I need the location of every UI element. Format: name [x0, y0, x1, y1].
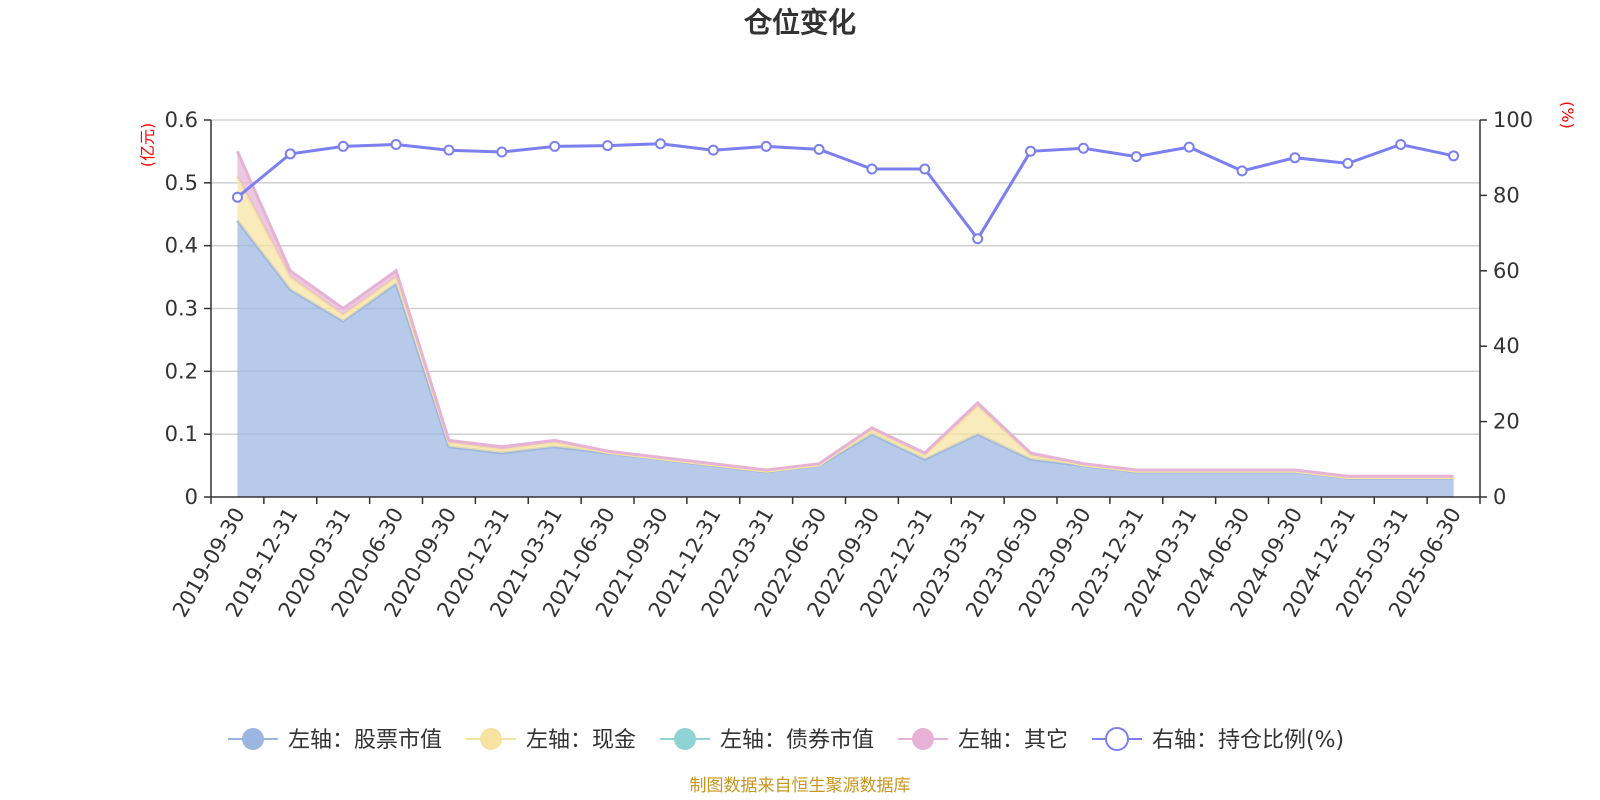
ratio-point [919, 163, 931, 175]
chart-title: 仓位变化 [744, 6, 856, 39]
ratio-point [496, 146, 508, 158]
ratio-point [654, 138, 666, 150]
legend-label: 右轴：持仓比例(%) [1152, 728, 1344, 753]
right-tick-label: 100 [1493, 108, 1533, 132]
ratio-point [602, 140, 614, 152]
ratio-point [1236, 165, 1248, 177]
left-tick-label: 0 [185, 485, 198, 509]
ratio-point [1448, 150, 1460, 162]
left-tick-label: 0.1 [165, 422, 198, 446]
ratio-point [390, 139, 402, 151]
legend-marker [242, 728, 264, 750]
legend-marker [912, 728, 934, 750]
legend-label: 左轴：债券市值 [720, 728, 874, 753]
left-tick-label: 0.5 [165, 171, 198, 195]
ratio-point [1130, 151, 1142, 163]
left-tick-label: 0.2 [165, 359, 198, 383]
ratio-point [707, 144, 719, 156]
ratio-line [231, 138, 1460, 245]
stacked-areas [236, 150, 1454, 497]
ratio-point [337, 140, 349, 152]
right-tick-label: 20 [1493, 410, 1520, 434]
ratio-point [231, 191, 243, 203]
right-tick-label: 40 [1493, 334, 1520, 358]
legend-item: 左轴：债券市值 [660, 728, 874, 753]
ratio-point [1289, 152, 1301, 164]
ratio-point [972, 233, 984, 245]
right-tick-label: 80 [1493, 183, 1520, 207]
left-tick-label: 0.4 [165, 234, 198, 258]
ratio-point [1395, 139, 1407, 151]
legend-label: 左轴：现金 [526, 728, 636, 753]
left-tick-label: 0.3 [165, 297, 198, 321]
ratio-line-path [236, 142, 1454, 242]
ratio-point [443, 144, 455, 156]
legend-item: 左轴：其它 [898, 728, 1068, 753]
ratio-point [1342, 157, 1354, 169]
ratio-point [1077, 142, 1089, 154]
right-tick-label: 0 [1493, 485, 1506, 509]
legend-item: 左轴：股票市值 [228, 728, 442, 753]
left-axis-unit: (亿元) [138, 123, 157, 168]
legend: 左轴：股票市值 左轴：现金 左轴：债券市值 左轴：其它 右轴：持仓比例(%) [228, 727, 1344, 753]
ratio-point [760, 140, 772, 152]
right-axis-unit: (%) [1558, 101, 1577, 129]
ratio-point [866, 163, 878, 175]
ratio-point [813, 143, 825, 155]
legend-marker [480, 728, 502, 750]
ratio-point [1183, 141, 1195, 153]
ratio-point [1025, 145, 1037, 157]
legend-marker [1105, 727, 1129, 751]
ratio-point [549, 140, 561, 152]
legend-marker [674, 728, 696, 750]
legend-item: 左轴：现金 [466, 728, 636, 753]
area-edge-左轴：其它 [236, 150, 1454, 478]
legend-item: 右轴：持仓比例(%) [1092, 727, 1344, 753]
legend-label: 左轴：股票市值 [288, 728, 442, 753]
left-tick-label: 0.6 [165, 108, 198, 132]
area-左轴：股票市值 [237, 220, 1454, 497]
right-tick-label: 60 [1493, 259, 1520, 283]
legend-label: 左轴：其它 [958, 728, 1068, 753]
ratio-point [284, 148, 296, 160]
data-source-note: 制图数据来自恒生聚源数据库 [690, 776, 911, 796]
